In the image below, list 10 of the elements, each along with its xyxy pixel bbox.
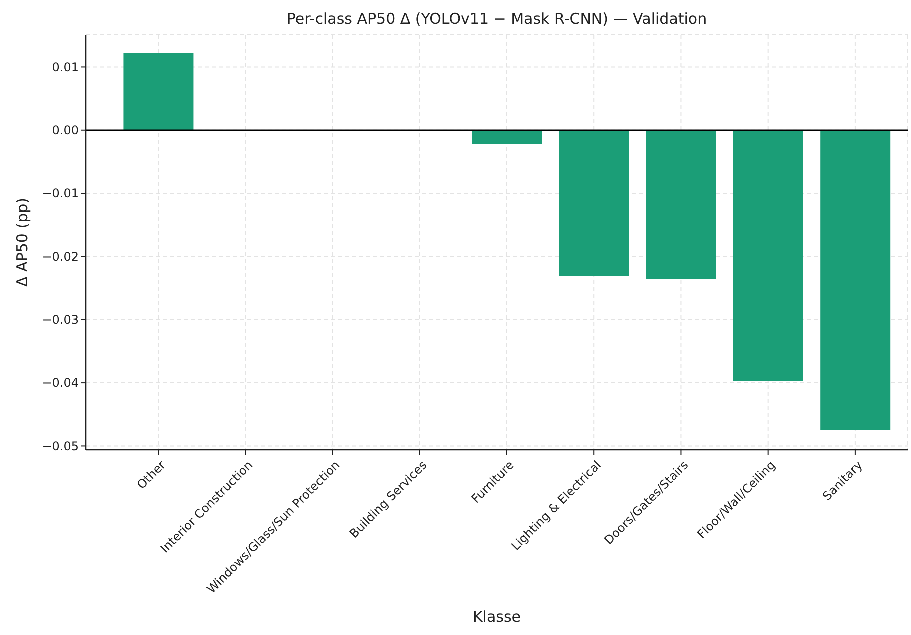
x-axis-title: Klasse bbox=[472, 608, 522, 626]
y-tick-label: −0.04 bbox=[42, 376, 79, 390]
y-tick-label: −0.05 bbox=[42, 439, 79, 454]
y-axis-title: Δ AP50 (pp) bbox=[13, 198, 32, 287]
chart-title: Per-class AP50 Δ (YOLOv11 − Mask R-CNN) — Validation bbox=[286, 9, 708, 30]
y-tick-label: −0.02 bbox=[42, 250, 79, 264]
y-tick-label: −0.01 bbox=[42, 186, 79, 201]
y-tick-label: 0.00 bbox=[52, 124, 79, 138]
y-tick-label: −0.03 bbox=[42, 313, 79, 328]
y-tick-label: 0.01 bbox=[52, 60, 79, 74]
